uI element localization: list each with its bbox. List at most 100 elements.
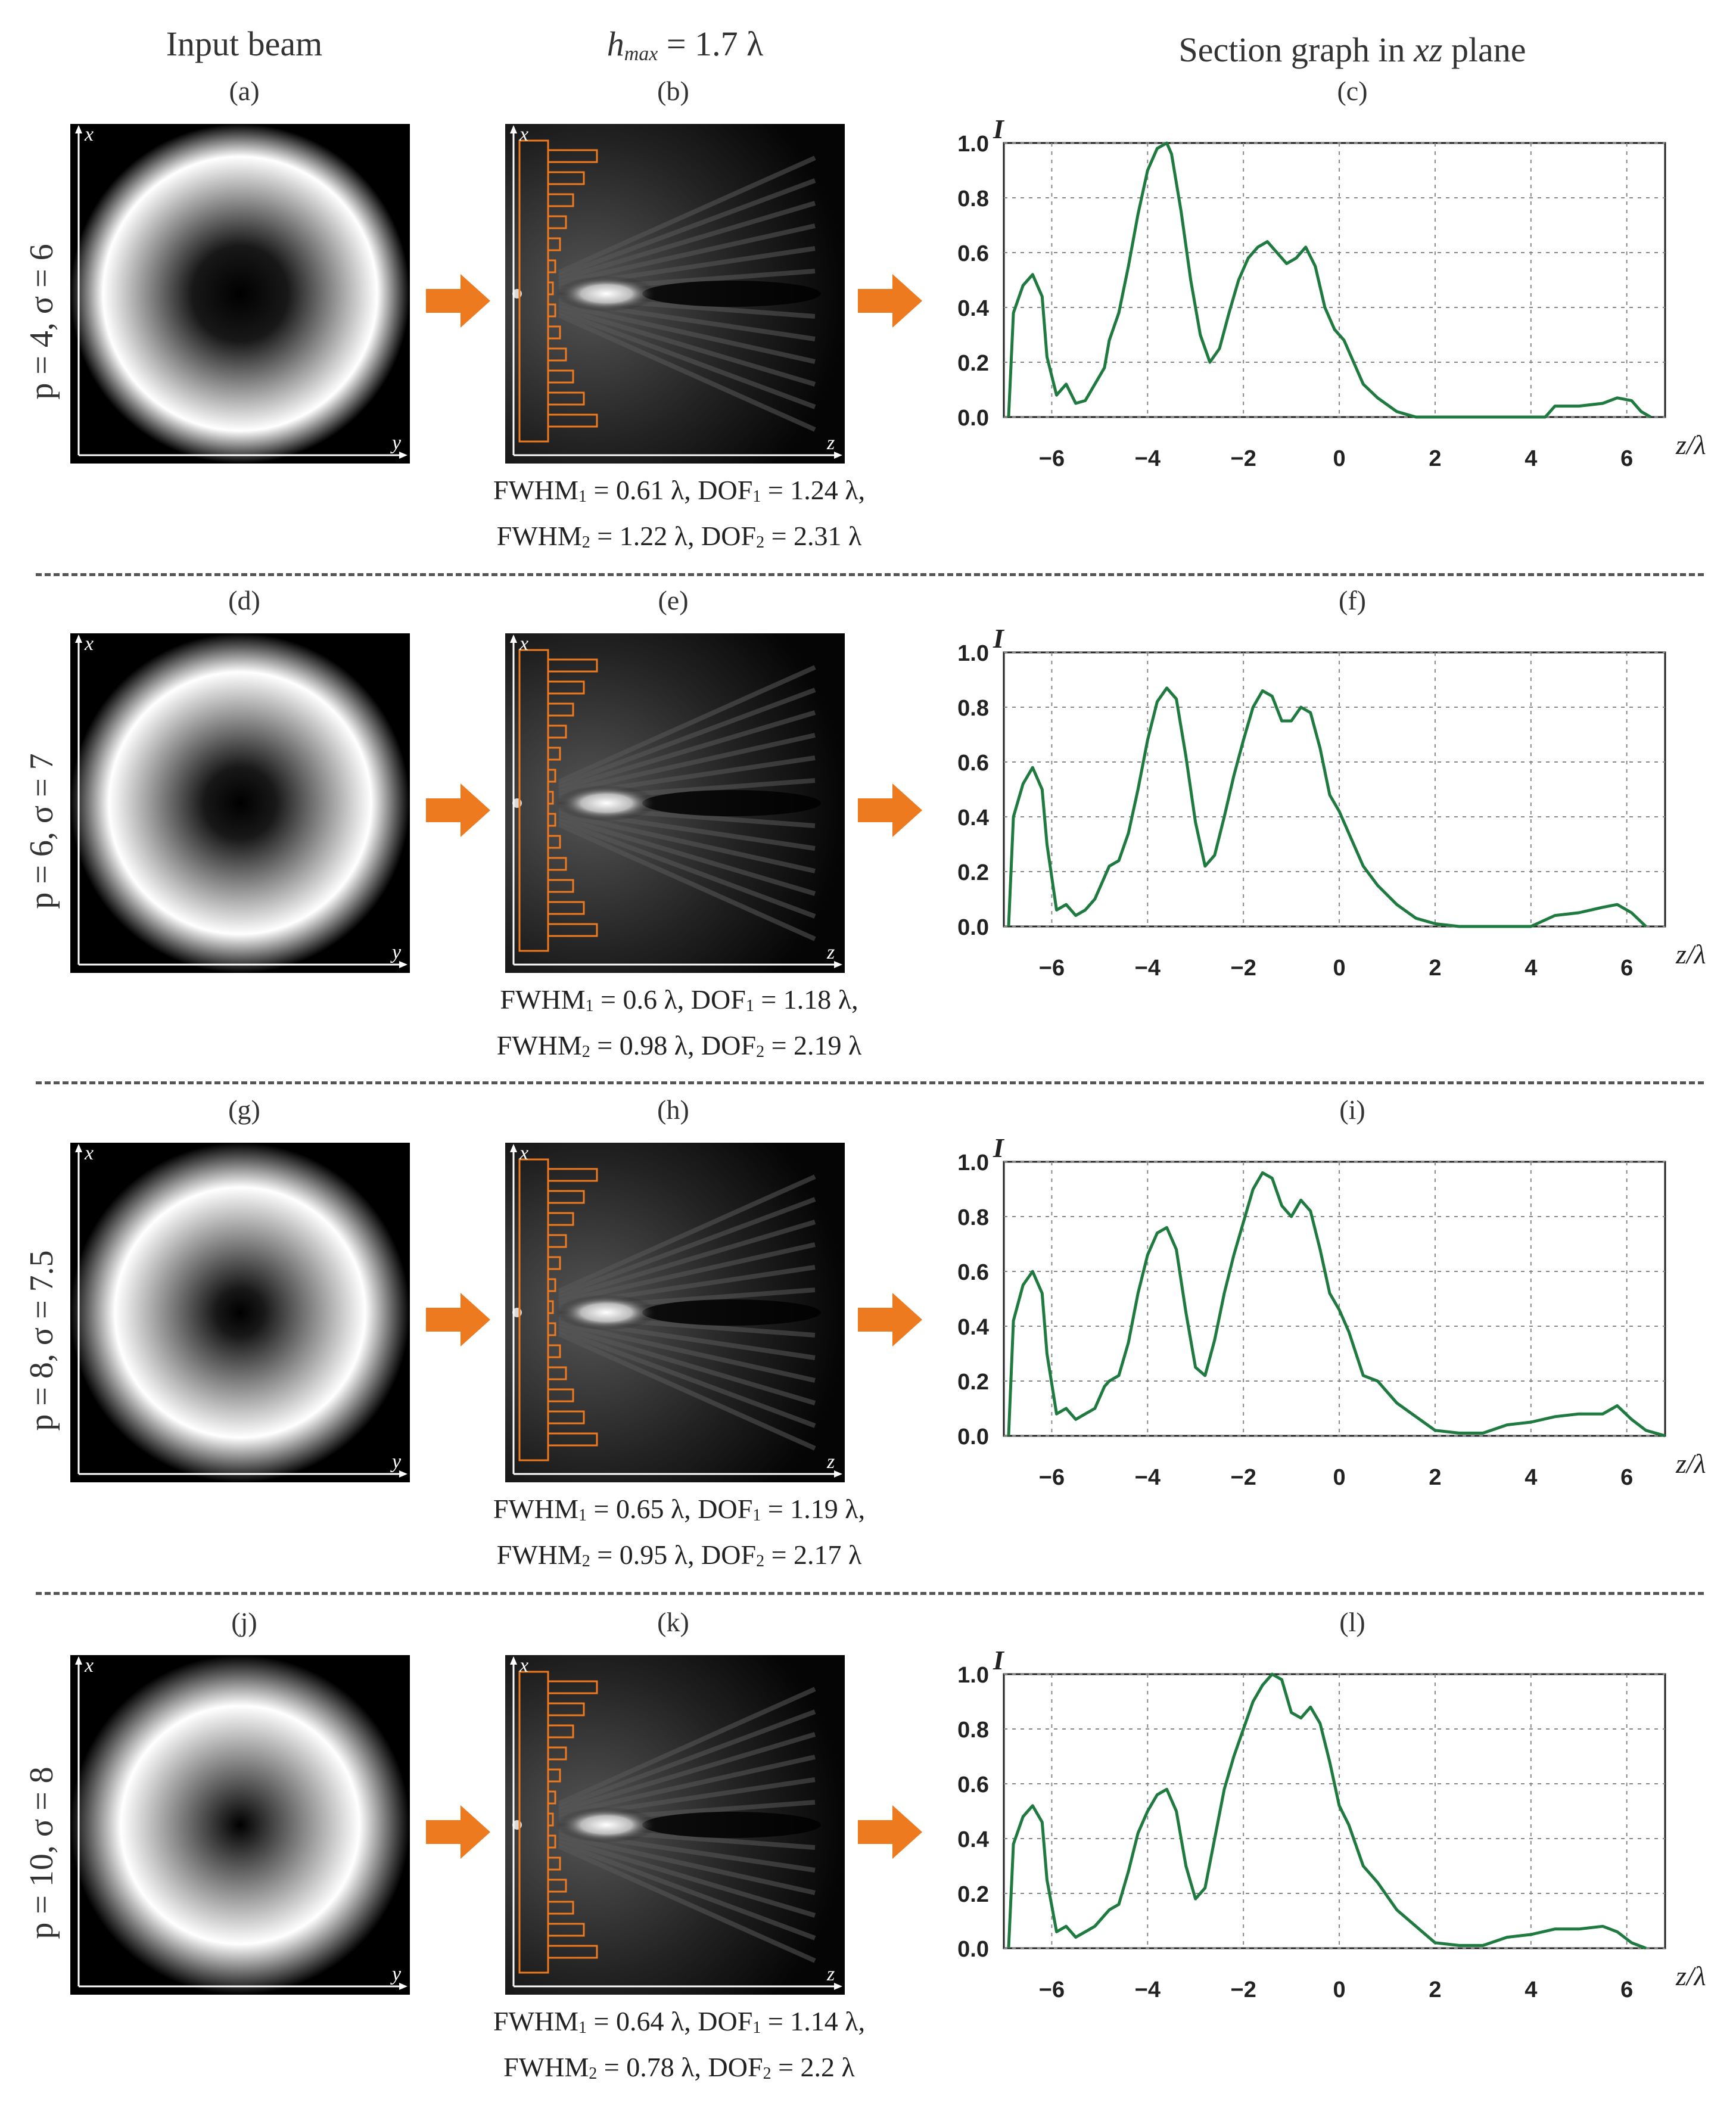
row-divider xyxy=(36,1081,1704,1084)
dof-value: = 1.24 λ, xyxy=(761,475,866,505)
section-graph-chart: 0.0 0.2 0.4 0.6 0.8 1.0 −6 −4 −2 0 2 4 6 Iz/λ xyxy=(957,629,1706,981)
axis-label-x: x xyxy=(519,124,528,145)
y-tick-label: 0.0 xyxy=(957,1937,989,1962)
x-tick-label: 6 xyxy=(1620,1977,1633,2002)
x-tick-label: 0 xyxy=(1333,1465,1345,1490)
y-tick-label: 0.8 xyxy=(957,1718,989,1743)
x-axis-label: z/λ xyxy=(1675,1448,1706,1479)
panel-sublabel: (d) xyxy=(228,585,260,615)
x-tick-label: 2 xyxy=(1429,1977,1441,2002)
hmax-sub: max xyxy=(624,43,658,65)
figure-row: p = 6, σ = 7 (d) (e) (f) x y x z 0.0 0.2 0.4 0.6 0.8… xyxy=(0,585,1736,1099)
metrics-line-1: FWHM1 = 0.6 λ, DOF1 = 1.18 λ, xyxy=(417,980,941,1026)
process-arrow-icon xyxy=(426,1293,490,1346)
beam-ring xyxy=(70,124,410,464)
metrics-line-1: FWHM1 = 0.64 λ, DOF1 = 1.14 λ, xyxy=(417,2002,941,2048)
panel-sublabel: (a) xyxy=(229,76,260,106)
process-arrow-icon xyxy=(426,274,490,328)
fwhm-index: 2 xyxy=(581,1552,590,1570)
beam-ring xyxy=(70,1655,410,1995)
y-axis-label: I xyxy=(993,629,1005,654)
parameter-text: p = 8, σ = 7.5 xyxy=(23,1250,60,1431)
y-tick-label: 0.6 xyxy=(957,751,989,776)
x-tick-label: 4 xyxy=(1525,956,1537,981)
dof-index: 1 xyxy=(745,997,754,1015)
y-tick-label: 0.8 xyxy=(957,186,989,212)
panel-sublabel: (b) xyxy=(657,76,689,106)
process-arrow-icon xyxy=(426,1805,490,1859)
row-parameter-label: p = 8, σ = 7.5 xyxy=(23,1221,60,1460)
xz-field-panel: xz xyxy=(505,1655,845,1995)
panel-sublabel: (c) xyxy=(1337,76,1368,106)
metrics-line-2: FWHM2 = 1.22 λ, DOF2 = 2.31 λ xyxy=(417,517,941,562)
arrow-shape xyxy=(858,783,922,837)
dof-value: = 2.2 λ xyxy=(771,2052,855,2082)
x-tick-label: −4 xyxy=(1135,956,1161,981)
x-tick-label: 4 xyxy=(1525,1977,1537,2002)
arrow-shape xyxy=(858,1293,922,1346)
focal-spot xyxy=(556,1295,657,1330)
focal-spot xyxy=(556,785,657,821)
figure-row: p = 4, σ = 6 (a) (b) (c) x y x z 0.0 0.2 0.4 0.6 0.8… xyxy=(0,76,1736,590)
beam-ring xyxy=(70,1143,410,1482)
intensity-curve xyxy=(1007,141,1652,419)
fwhm-value: = 0.6 λ, DOF xyxy=(593,984,746,1015)
x-tick-label: −4 xyxy=(1135,1977,1161,2002)
fwhm-value: = 0.64 λ, DOF xyxy=(587,2006,753,2036)
panel-sublabel: (l) xyxy=(1339,1607,1365,1637)
y-tick-label: 0.0 xyxy=(957,915,989,940)
dof-index: 2 xyxy=(756,533,765,552)
fwhm-value: = 0.65 λ, DOF xyxy=(587,1494,753,1524)
y-axis-label: I xyxy=(993,119,1005,144)
dof-index: 1 xyxy=(752,1506,761,1525)
panel-sublabel: (e) xyxy=(658,585,689,615)
y-tick-label: 1.0 xyxy=(957,1663,989,1688)
y-tick-label: 0.6 xyxy=(957,241,989,266)
axis-label-x: x xyxy=(84,1143,94,1164)
x-tick-label: −6 xyxy=(1039,1977,1065,2002)
column-header-input-beam: Input beam xyxy=(166,24,323,63)
dof-value: = 1.19 λ, xyxy=(761,1494,866,1524)
y-tick-label: 0.8 xyxy=(957,696,989,721)
metrics-line-2: FWHM2 = 0.98 λ, DOF2 = 2.19 λ xyxy=(417,1026,941,1072)
y-tick-label: 1.0 xyxy=(957,132,989,157)
axis-label-z: z xyxy=(826,941,835,963)
y-tick-label: 0.2 xyxy=(957,1882,989,1907)
process-arrow-icon xyxy=(858,783,922,837)
y-tick-label: 0.4 xyxy=(957,1315,989,1340)
arrow-shape xyxy=(858,1805,922,1859)
metrics-line-1: FWHM1 = 0.61 λ, DOF1 = 1.24 λ, xyxy=(417,471,941,517)
xz-field-panel: xz xyxy=(505,124,845,464)
xz-field-panel: xz xyxy=(505,1143,845,1482)
y-tick-label: 0.0 xyxy=(957,1425,989,1450)
row-parameter-label: p = 4, σ = 6 xyxy=(23,203,60,441)
arrow-shape xyxy=(858,274,922,328)
x-tick-label: −2 xyxy=(1231,446,1256,471)
intensity-curve xyxy=(1007,686,1647,928)
panel-sublabel: (i) xyxy=(1339,1094,1365,1125)
row-divider xyxy=(36,1592,1704,1595)
y-tick-label: 1.0 xyxy=(957,641,989,666)
row-parameter-label: p = 6, σ = 7 xyxy=(23,712,60,950)
fwhm-label: FWHM xyxy=(493,2006,579,2036)
fwhm-value: = 0.61 λ, DOF xyxy=(587,475,753,505)
fwhm-value: = 0.78 λ, DOF xyxy=(597,2052,763,2082)
x-axis-label: z/λ xyxy=(1675,1961,1706,1991)
section-graph-chart: 0.0 0.2 0.4 0.6 0.8 1.0 −6 −4 −2 0 2 4 6 Iz/λ xyxy=(957,1138,1706,1490)
panel-sublabel: (k) xyxy=(657,1607,689,1637)
lens-profile xyxy=(518,649,598,952)
plot-frame xyxy=(1003,1673,1666,1949)
diffraction-streaks xyxy=(558,156,816,432)
dof-index: 1 xyxy=(752,2019,761,2037)
intensity-curve xyxy=(1007,1672,1647,1950)
section-graph-chart: 0.0 0.2 0.4 0.6 0.8 1.0 −6 −4 −2 0 2 4 6 Iz/λ xyxy=(957,1650,1706,2002)
beam-ring xyxy=(70,633,410,973)
process-arrow-icon xyxy=(858,274,922,328)
lens-profile xyxy=(518,1671,598,1974)
fwhm-label: FWHM xyxy=(496,1030,582,1060)
figure-row: p = 10, σ = 8 (j) (k) (l) x y x z 0.0 0.2 0.4 0.6 0.… xyxy=(0,1607,1736,2121)
arrow-shape xyxy=(426,1805,490,1859)
lens-profile xyxy=(518,139,598,443)
arrow-shape xyxy=(426,274,490,328)
row-divider xyxy=(36,573,1704,576)
